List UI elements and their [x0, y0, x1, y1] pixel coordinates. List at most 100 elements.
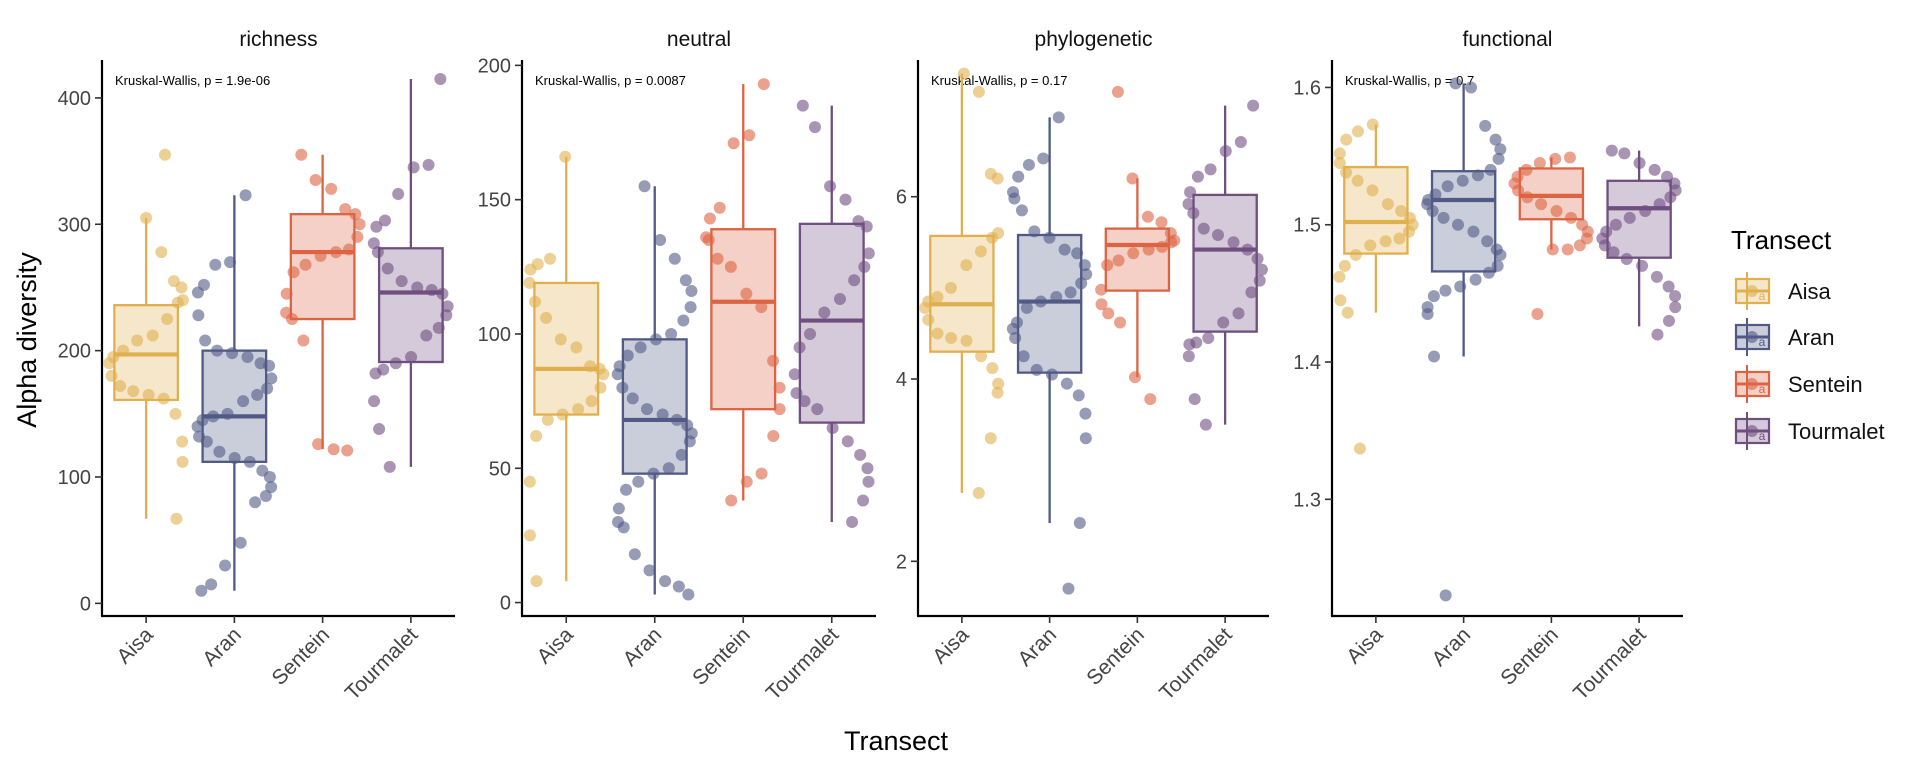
- data-point: [171, 296, 184, 309]
- data-point: [1449, 77, 1462, 90]
- data-point: [140, 211, 153, 224]
- data-point: [1126, 172, 1139, 185]
- facet-panel-neutral: neutral Kruskal-Wallis, p = 0.0087 0 50 100 1…: [478, 28, 876, 705]
- y-tick-label: 150: [478, 190, 511, 212]
- data-point: [1512, 184, 1525, 197]
- data-point: [265, 481, 278, 494]
- data-point: [1353, 442, 1366, 455]
- data-point: [1234, 136, 1247, 149]
- data-point: [1481, 235, 1494, 248]
- data-point: [862, 247, 875, 260]
- facet-panels: richness Kruskal-Wallis, p = 1.9e-06 0 100 2…: [58, 28, 1683, 705]
- facet-title: phylogenetic: [1035, 28, 1153, 51]
- data-point: [773, 403, 786, 416]
- box: [1104, 227, 1171, 292]
- y-tick-label: 200: [58, 341, 91, 363]
- data-point: [1341, 306, 1354, 319]
- data-point: [407, 161, 420, 174]
- data-point: [286, 313, 299, 326]
- data-point: [422, 158, 435, 171]
- data-point: [349, 208, 362, 221]
- data-point: [975, 350, 988, 363]
- data-point: [228, 452, 241, 465]
- data-point: [259, 489, 272, 502]
- x-tick-label: Aran: [198, 623, 246, 671]
- kruskal-wallis-annotation: Kruskal-Wallis, p = 0.17: [931, 73, 1067, 88]
- data-point: [594, 381, 607, 394]
- data-point: [224, 256, 237, 269]
- data-point: [221, 407, 234, 420]
- data-point: [373, 422, 386, 435]
- data-point: [353, 218, 366, 231]
- data-point: [1456, 174, 1469, 187]
- legend: Transect a a a a Aisa Aran Sentein Tourmalet: [1731, 225, 1885, 450]
- data-point: [992, 377, 1005, 390]
- legend-label: Aran: [1788, 325, 1834, 350]
- data-point: [280, 287, 293, 300]
- data-point: [679, 274, 692, 287]
- data-point: [1467, 225, 1480, 238]
- x-tick-label: Aran: [1014, 623, 1062, 671]
- box-group-Aisa: [1333, 118, 1419, 455]
- data-point: [1111, 85, 1124, 98]
- data-point: [1340, 166, 1353, 179]
- data-point: [972, 85, 985, 98]
- data-point: [1520, 163, 1533, 176]
- data-point: [287, 266, 300, 279]
- data-point: [1232, 307, 1245, 320]
- data-point: [1191, 170, 1204, 183]
- data-point: [684, 301, 697, 314]
- data-point: [703, 212, 716, 225]
- data-point: [1095, 298, 1108, 311]
- facet-title: neutral: [667, 28, 731, 51]
- data-point: [1664, 191, 1677, 204]
- data-point: [1333, 270, 1346, 283]
- data-point: [556, 408, 569, 421]
- data-point: [1227, 236, 1240, 249]
- legend-item-Tourmalet: Tourmalet: [1734, 412, 1885, 450]
- data-point: [725, 494, 738, 507]
- box-group-Tourmalet: [367, 72, 454, 473]
- data-point: [1008, 192, 1021, 205]
- data-point: [226, 347, 239, 360]
- data-point: [1020, 301, 1033, 314]
- data-point: [572, 403, 585, 416]
- data-point: [848, 274, 861, 287]
- data-point: [530, 430, 543, 443]
- data-point: [1080, 268, 1093, 281]
- data-point: [169, 407, 182, 420]
- data-point: [1182, 198, 1195, 211]
- data-point: [175, 281, 188, 294]
- data-point: [176, 455, 189, 468]
- box-group-Aran: [191, 189, 278, 597]
- data-point: [1521, 191, 1534, 204]
- data-point: [1102, 307, 1115, 320]
- data-point: [1017, 350, 1030, 363]
- data-point: [544, 252, 557, 265]
- data-point: [685, 284, 698, 297]
- data-point: [158, 148, 171, 161]
- data-point: [295, 148, 308, 161]
- data-point: [1349, 248, 1362, 261]
- x-tick-label: Sentein: [1496, 623, 1563, 690]
- x-tick-label: Tourmalet: [341, 623, 423, 705]
- data-point: [370, 220, 383, 233]
- facet-panel-richness: richness Kruskal-Wallis, p = 1.9e-06 0 100 2…: [58, 28, 455, 705]
- y-tick-label: 100: [478, 324, 511, 346]
- data-point: [862, 475, 875, 488]
- data-point: [1247, 99, 1260, 112]
- y-tick-label: 0: [80, 593, 91, 615]
- data-point: [1598, 239, 1611, 252]
- data-point: [628, 548, 641, 561]
- box: [798, 222, 865, 424]
- x-tick-label: Aran: [1428, 623, 1476, 671]
- data-point: [213, 445, 226, 458]
- data-point: [1188, 393, 1201, 406]
- data-point: [381, 262, 394, 275]
- data-point: [211, 344, 224, 357]
- data-point: [368, 395, 381, 408]
- data-point: [611, 368, 624, 381]
- data-point: [1533, 156, 1546, 169]
- data-point: [1071, 247, 1084, 260]
